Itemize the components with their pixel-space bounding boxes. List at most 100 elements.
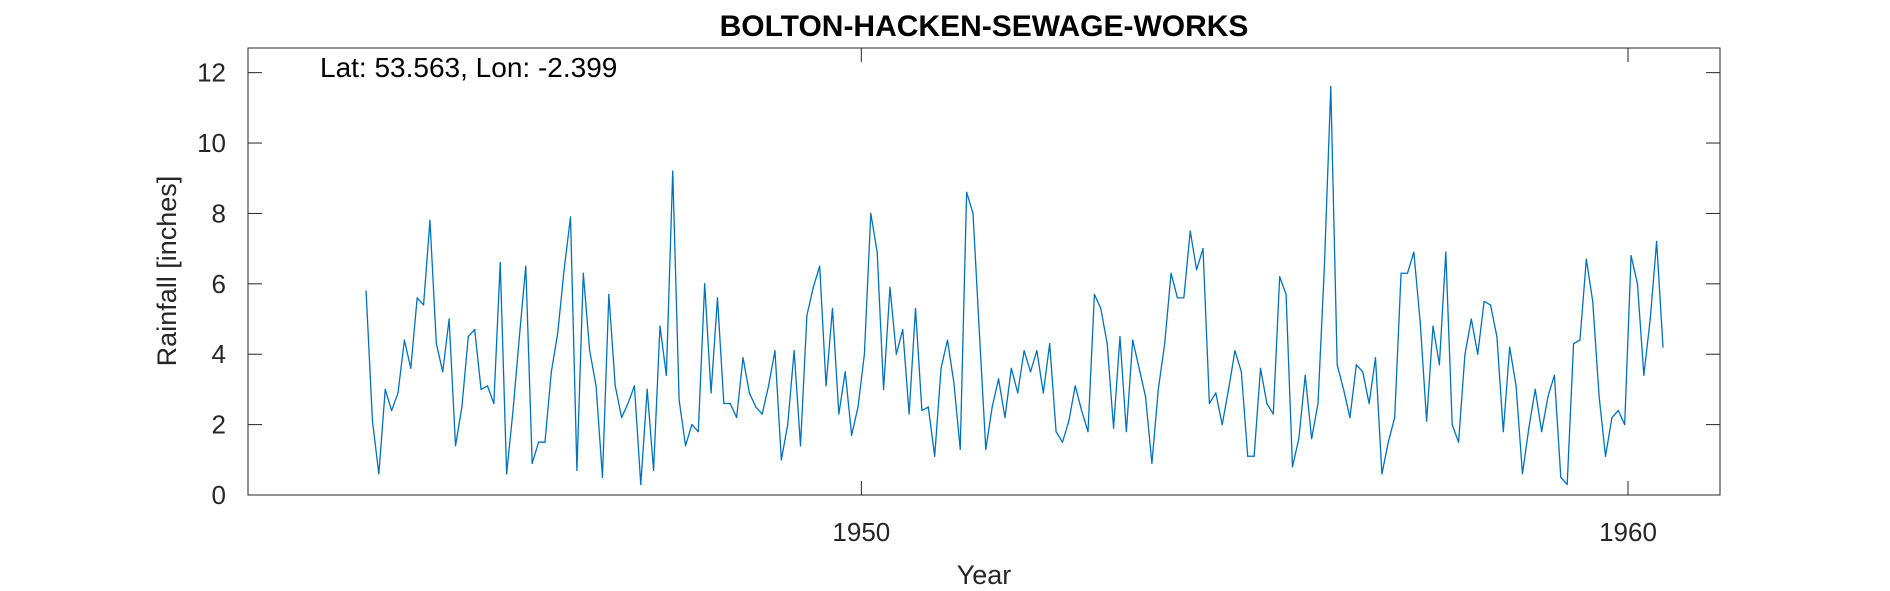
data-point	[1068, 420, 1070, 422]
data-point	[410, 367, 412, 369]
data-point	[525, 265, 527, 267]
data-point	[819, 265, 821, 267]
data-point	[1266, 402, 1268, 405]
y-tick-label: 6	[212, 269, 226, 299]
data-point	[1381, 473, 1383, 475]
data-point	[1291, 466, 1294, 468]
data-point	[1509, 346, 1511, 348]
data-point	[825, 385, 827, 387]
data-point	[876, 251, 878, 253]
data-point	[1304, 374, 1306, 376]
data-point	[851, 434, 853, 436]
data-point	[518, 336, 521, 338]
data-point	[1119, 336, 1121, 338]
data-point	[1470, 318, 1472, 320]
data-point	[397, 392, 399, 394]
data-point	[1566, 483, 1568, 486]
data-point	[1023, 350, 1025, 352]
data-point	[1598, 395, 1600, 398]
data-point	[710, 392, 712, 394]
data-point	[1656, 240, 1658, 243]
data-point	[1125, 431, 1127, 433]
data-point	[1387, 441, 1389, 443]
data-point	[1215, 392, 1217, 394]
data-point	[448, 318, 450, 320]
data-point	[991, 406, 993, 408]
data-point	[1074, 385, 1076, 387]
data-point	[1451, 424, 1453, 426]
x-axis-label: Year	[957, 560, 1012, 590]
chart-title: BOLTON-HACKEN-SEWAGE-WORKS	[720, 10, 1249, 43]
data-point	[467, 336, 469, 338]
data-point	[1534, 388, 1536, 391]
data-point	[1234, 350, 1236, 352]
data-point	[1662, 346, 1664, 348]
data-point	[691, 424, 693, 426]
data-point	[435, 343, 437, 345]
data-point	[1553, 374, 1555, 376]
data-point	[940, 367, 942, 369]
data-point	[844, 371, 846, 373]
data-point	[454, 445, 457, 447]
data-point	[972, 212, 974, 215]
data-point	[665, 374, 667, 376]
data-point	[697, 431, 699, 433]
data-point	[1253, 455, 1255, 457]
data-point	[1087, 431, 1089, 433]
data-point	[1189, 230, 1191, 232]
data-point	[1330, 86, 1332, 88]
data-point	[997, 378, 1000, 380]
data-point	[1100, 307, 1102, 310]
data-point	[550, 371, 552, 373]
data-point	[895, 353, 897, 355]
data-point	[1183, 297, 1185, 299]
data-point	[787, 424, 789, 426]
data-point	[474, 328, 476, 331]
data-point	[812, 286, 814, 288]
data-point	[774, 350, 776, 352]
data-point	[902, 328, 904, 331]
data-point	[742, 357, 744, 359]
data-point	[640, 483, 642, 486]
data-point	[1624, 424, 1626, 426]
data-point	[621, 416, 623, 419]
data-point	[761, 413, 763, 415]
data-point	[953, 381, 955, 383]
data-point	[1489, 304, 1492, 306]
y-tick-label: 12	[197, 58, 226, 88]
data-point	[959, 448, 961, 450]
data-point	[1617, 409, 1619, 412]
data-point	[1259, 367, 1262, 369]
data-point	[563, 269, 565, 271]
data-point	[966, 191, 968, 193]
data-point	[882, 388, 885, 391]
data-point	[1240, 371, 1242, 373]
data-point	[506, 473, 508, 475]
data-point	[1138, 367, 1140, 369]
data-point	[1445, 251, 1447, 253]
data-point	[1004, 416, 1006, 419]
data-point	[576, 469, 578, 471]
data-point	[422, 304, 425, 306]
data-point	[627, 402, 629, 405]
data-point	[1061, 441, 1064, 443]
data-point	[1272, 413, 1274, 415]
data-point	[1400, 272, 1402, 274]
tick-labels: 0 2 4 6 8 10 12 1950 1960	[197, 58, 1657, 547]
data-point	[589, 350, 591, 352]
data-point	[831, 307, 834, 310]
data-point	[1477, 353, 1479, 355]
data-point	[1151, 462, 1153, 464]
data-point	[678, 399, 680, 401]
x-tick-label: 1950	[832, 517, 890, 547]
data-point	[1208, 402, 1210, 405]
data-point	[985, 448, 987, 450]
data-point	[486, 385, 489, 387]
y-tick-label: 10	[197, 128, 226, 158]
data-point	[1579, 339, 1581, 341]
data-point	[1521, 473, 1524, 475]
data-point	[716, 297, 719, 299]
data-point	[1221, 424, 1223, 426]
data-point	[1106, 343, 1108, 345]
